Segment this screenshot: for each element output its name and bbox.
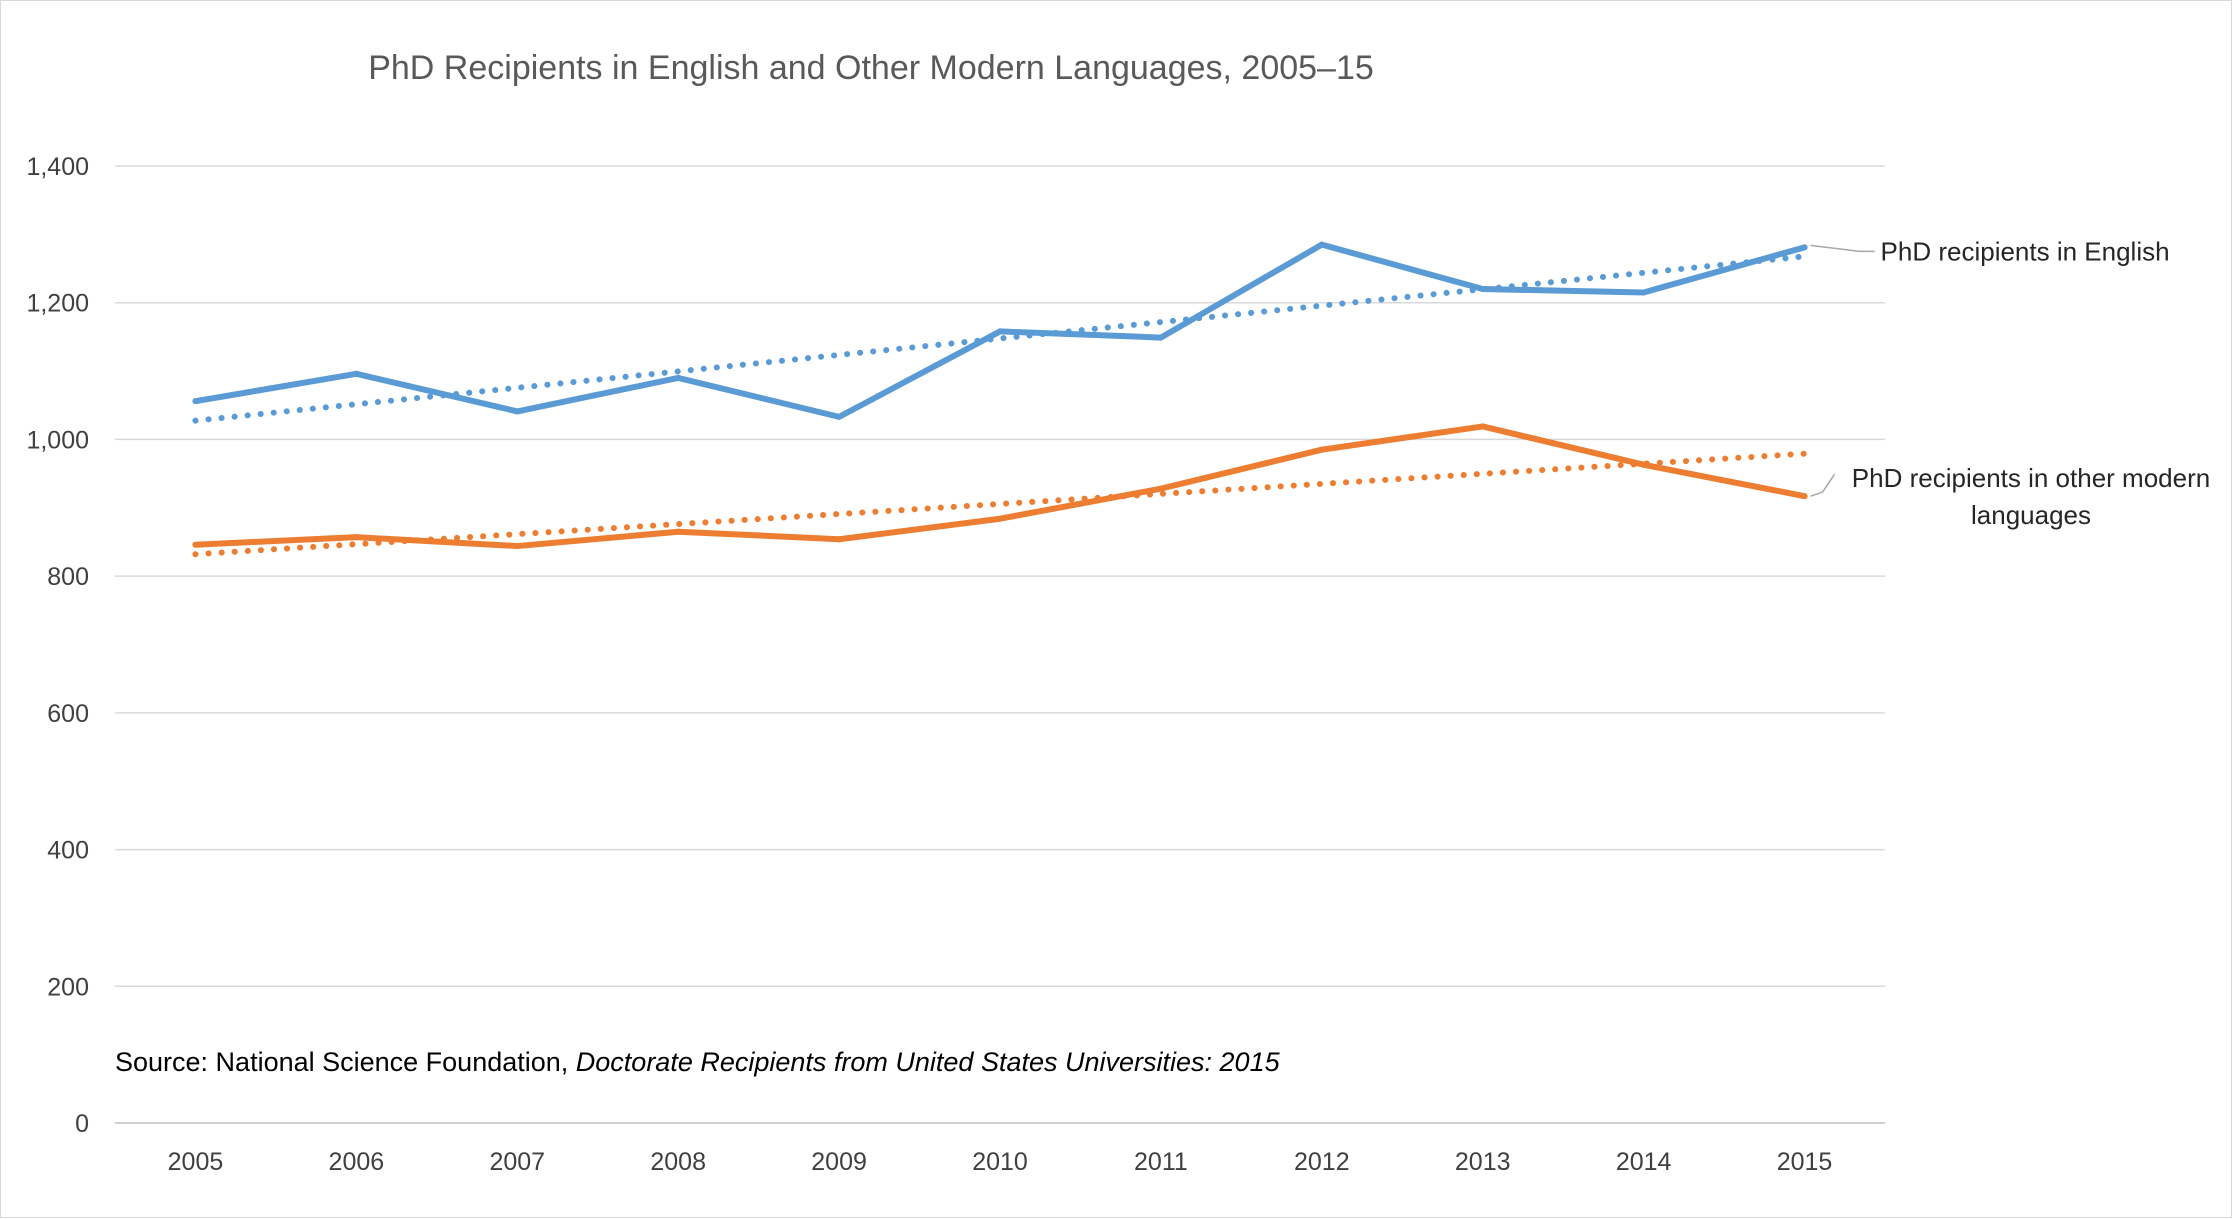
- x-tick-label: 2010: [972, 1148, 1028, 1176]
- data-point-english: [675, 374, 682, 381]
- x-tick-label: 2014: [1616, 1148, 1672, 1176]
- series-segment-other-languages: [514, 528, 682, 550]
- data-point-other-languages: [997, 515, 1003, 522]
- data-point-other-languages: [1801, 493, 1808, 500]
- data-point-english: [1318, 241, 1325, 248]
- data-point-other-languages: [514, 543, 521, 550]
- series-segment-other-languages: [1318, 423, 1486, 453]
- series-segment-english: [514, 374, 682, 415]
- series-segment-other-languages: [192, 534, 360, 548]
- x-tick-label: 2009: [811, 1148, 867, 1176]
- x-tick-label: 2012: [1294, 1148, 1350, 1176]
- x-tick-label: 2008: [650, 1148, 706, 1176]
- series-segment-other-languages: [836, 515, 1003, 543]
- series-segment-other-languages: [353, 534, 521, 550]
- data-point-english: [192, 398, 199, 405]
- series-segment-english: [675, 374, 843, 420]
- source-publication: Doctorate Recipients from United States …: [576, 1047, 1281, 1077]
- data-point-other-languages: [836, 536, 843, 543]
- source-note: Source: National Science Foundation, Doc…: [115, 1047, 1281, 1077]
- series-label-other-languages: languages: [1971, 500, 2091, 530]
- x-tick-label: 2011: [1134, 1148, 1188, 1176]
- series-segment-english: [1157, 241, 1325, 341]
- data-point-other-languages: [1640, 461, 1647, 468]
- y-tick-label: 800: [47, 563, 89, 591]
- series-lines: [192, 241, 1808, 550]
- series-segment-other-languages: [1640, 461, 1808, 500]
- chart-title: PhD Recipients in English and Other Mode…: [368, 49, 1374, 87]
- axes: 0 200 400 600 800 1,000 1,200 1,400 2005 2006 2007…: [26, 153, 1885, 1176]
- series-segment-other-languages: [1157, 446, 1325, 492]
- series-segment-english: [1479, 286, 1647, 296]
- series-segment-english: [1640, 244, 1808, 296]
- data-point-other-languages: [1318, 446, 1325, 453]
- y-tick-label: 200: [47, 973, 89, 1001]
- x-tick-label: 2006: [329, 1148, 385, 1176]
- x-tick-label: 2013: [1455, 1148, 1511, 1176]
- data-point-other-languages: [1479, 423, 1486, 430]
- x-tick-label: 2015: [1777, 1148, 1833, 1176]
- data-point-english: [1801, 244, 1808, 251]
- series-segment-english: [192, 370, 360, 405]
- series-label-english: PhD recipients in English: [1881, 236, 2170, 266]
- series-segment-other-languages: [675, 528, 843, 543]
- source-prefix: Source: National Science Foundation,: [115, 1047, 576, 1077]
- data-point-english: [1640, 289, 1647, 296]
- leader-line-english: [1810, 244, 1875, 253]
- y-tick-label: 0: [75, 1110, 89, 1138]
- series-label-other-languages: PhD recipients in other modern: [1852, 463, 2210, 493]
- gridlines: [115, 165, 1885, 988]
- data-point-english: [514, 408, 521, 415]
- x-tick-label: 2007: [489, 1148, 545, 1176]
- series-labels: PhD recipients in English PhD recipients …: [1810, 236, 2210, 530]
- series-segment-other-languages: [997, 485, 1164, 522]
- y-tick-label: 400: [47, 837, 89, 865]
- trendlines: [192, 253, 1808, 558]
- series-segment-english: [836, 328, 1003, 420]
- series-segment-other-languages: [1479, 423, 1647, 468]
- data-point-english: [836, 413, 843, 420]
- series-segment-english: [353, 370, 521, 415]
- leader-line-other-languages: [1810, 473, 1836, 497]
- y-tick-label: 1,400: [26, 153, 89, 181]
- x-tick-label: 2005: [168, 1148, 224, 1176]
- data-point-english: [1157, 334, 1164, 341]
- trendline-english: [192, 253, 1808, 424]
- y-tick-label: 1,000: [26, 426, 89, 454]
- data-point-other-languages: [192, 541, 199, 548]
- data-point-other-languages: [353, 534, 360, 541]
- data-point-english: [997, 328, 1003, 335]
- y-tick-label: 600: [47, 700, 89, 728]
- data-point-english: [1479, 286, 1486, 293]
- data-point-english: [353, 370, 360, 377]
- series-segment-english: [1318, 241, 1486, 293]
- series-segment-english: [997, 328, 1164, 341]
- data-point-other-languages: [1157, 485, 1164, 492]
- y-tick-label: 1,200: [26, 290, 89, 318]
- data-point-other-languages: [675, 528, 682, 535]
